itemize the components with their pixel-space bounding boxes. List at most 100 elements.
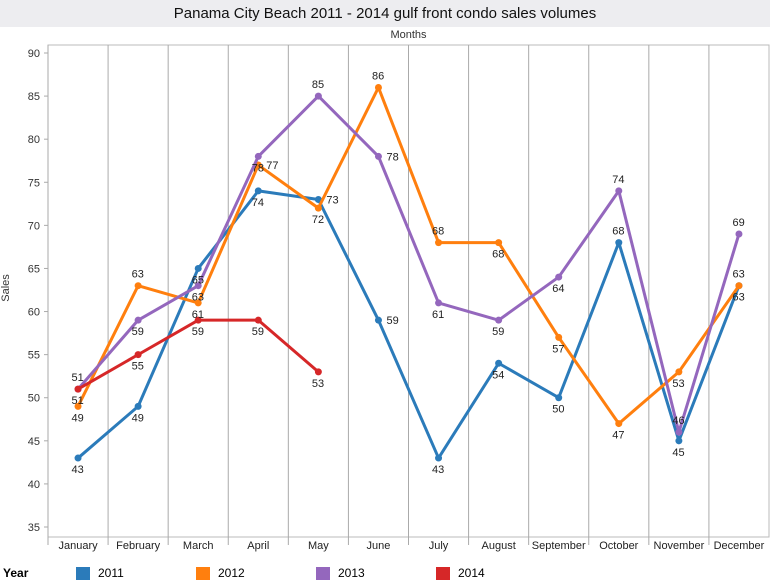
- data-label-2011: 50: [552, 404, 564, 416]
- data-label-2011: 59: [386, 315, 398, 327]
- data-point-2014: [74, 385, 82, 393]
- data-label-2012: 68: [492, 249, 504, 261]
- data-point-2011: [374, 316, 382, 324]
- data-point-2012: [735, 282, 743, 290]
- data-point-2012: [435, 239, 443, 247]
- data-point-2014: [314, 368, 322, 376]
- data-point-2013: [495, 316, 503, 324]
- x-tick-label: September: [532, 540, 586, 552]
- data-point-2012: [675, 368, 683, 376]
- x-tick-label: April: [247, 540, 269, 552]
- data-label-2013: 61: [432, 309, 444, 321]
- data-point-2011: [194, 264, 202, 272]
- data-point-2011: [495, 359, 503, 367]
- y-tick-label: 50: [28, 393, 40, 405]
- data-label-2011: 49: [132, 412, 144, 424]
- data-label-2011: 74: [252, 197, 264, 209]
- data-point-2012: [74, 402, 82, 410]
- data-label-2013: 59: [132, 326, 144, 338]
- x-tick-label: July: [429, 540, 449, 552]
- legend: Year 2011 2012 2013 2014: [0, 566, 784, 582]
- x-tick-label: February: [116, 540, 161, 552]
- data-label-2012: 63: [732, 269, 744, 281]
- data-label-2013: 46: [672, 415, 684, 427]
- data-point-2011: [555, 394, 563, 402]
- data-label-2012: 77: [266, 160, 278, 172]
- data-label-2011: 43: [432, 464, 444, 476]
- data-point-2011: [435, 454, 443, 462]
- data-point-2014: [134, 351, 142, 359]
- line-chart: 35 40 45 50 55 60 65 70 75 80 85 90 January February M…: [28, 44, 770, 552]
- x-tick-label: November: [654, 540, 705, 552]
- data-label-2013: 78: [386, 151, 398, 163]
- x-tick-label: June: [367, 540, 391, 552]
- data-label-2013: 69: [732, 217, 744, 229]
- data-label-2014: 59: [192, 326, 204, 338]
- data-point-2013: [374, 152, 382, 160]
- y-tick-label: 60: [28, 307, 40, 319]
- legend-swatch: [316, 566, 330, 580]
- data-point-2011: [74, 454, 82, 462]
- data-point-2013: [254, 152, 262, 160]
- x-tick-label: January: [58, 540, 98, 552]
- legend-label: 2012: [218, 566, 245, 580]
- y-tick-label: 35: [28, 522, 40, 534]
- data-point-2013: [615, 187, 623, 195]
- data-label-2013: 63: [192, 292, 204, 304]
- legend-label: 2014: [458, 566, 485, 580]
- data-point-2012: [134, 282, 142, 290]
- data-label-2012: 53: [672, 378, 684, 390]
- legend-item-2011[interactable]: 2011: [76, 566, 124, 580]
- data-point-2013: [675, 428, 683, 436]
- data-point-2013: [735, 230, 743, 238]
- data-point-2013: [314, 92, 322, 100]
- data-label-2014: 55: [132, 361, 144, 373]
- data-point-2012: [194, 299, 202, 307]
- y-tick-label: 80: [28, 134, 40, 146]
- data-point-2014: [254, 316, 262, 324]
- data-label-2011: 54: [492, 369, 504, 381]
- data-point-2011: [615, 239, 623, 247]
- data-point-2013: [555, 273, 563, 281]
- data-label-2012: 49: [72, 412, 84, 424]
- legend-label: 2011: [98, 566, 124, 580]
- data-point-2012: [555, 333, 563, 341]
- data-label-2013: 78: [252, 162, 264, 174]
- data-label-2012: 68: [432, 226, 444, 238]
- data-label-2014: 51: [72, 372, 84, 384]
- y-tick-label: 75: [28, 177, 40, 189]
- y-tick-label: 70: [28, 220, 40, 232]
- legend-item-2014[interactable]: 2014: [436, 566, 485, 580]
- data-point-2011: [134, 402, 142, 410]
- y-tick-label: 90: [28, 48, 40, 60]
- chart-title: Panama City Beach 2011 - 2014 gulf front…: [0, 0, 770, 27]
- data-label-2014: 59: [252, 326, 264, 338]
- data-label-2012: 63: [132, 269, 144, 281]
- data-point-2013: [194, 282, 202, 290]
- legend-swatch: [76, 566, 90, 580]
- data-label-2011: 45: [672, 447, 684, 459]
- data-label-2011: 68: [612, 226, 624, 238]
- data-label-2014: 53: [312, 378, 324, 390]
- legend-item-2012[interactable]: 2012: [196, 566, 245, 580]
- data-point-2011: [254, 187, 262, 195]
- data-label-2013: 59: [492, 326, 504, 338]
- y-tick-label: 55: [28, 350, 40, 362]
- y-tick-label: 65: [28, 263, 40, 275]
- x-tick-label: October: [599, 540, 638, 552]
- data-label-2013: 51: [72, 395, 84, 407]
- data-label-2011: 65: [192, 274, 204, 286]
- data-point-2012: [374, 83, 382, 91]
- data-label-2011: 63: [732, 292, 744, 304]
- data-label-2012: 86: [372, 70, 384, 82]
- x-tick-label: December: [714, 540, 765, 552]
- data-point-2012: [495, 239, 503, 247]
- data-point-2012: [314, 204, 322, 212]
- legend-label: 2013: [338, 566, 365, 580]
- legend-item-2013[interactable]: 2013: [316, 566, 365, 580]
- x-tick-label: August: [482, 540, 516, 552]
- data-point-2011: [675, 437, 683, 445]
- data-label-2013: 74: [612, 174, 624, 186]
- y-tick-label: 40: [28, 479, 40, 491]
- data-label-2013: 64: [552, 283, 564, 295]
